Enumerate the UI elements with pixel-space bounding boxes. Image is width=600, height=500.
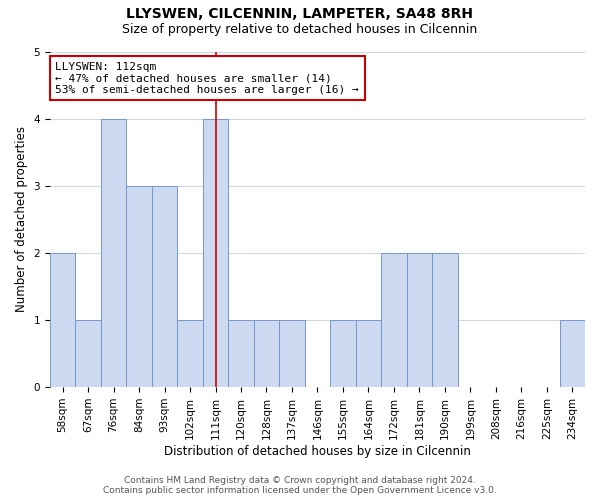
Bar — [127, 186, 152, 387]
Bar — [50, 253, 76, 387]
Y-axis label: Number of detached properties: Number of detached properties — [15, 126, 28, 312]
Bar — [330, 320, 356, 387]
Bar — [560, 320, 585, 387]
Bar — [76, 320, 101, 387]
Bar — [101, 118, 127, 387]
Text: Size of property relative to detached houses in Cilcennin: Size of property relative to detached ho… — [122, 22, 478, 36]
Bar — [432, 253, 458, 387]
Bar — [407, 253, 432, 387]
Bar — [381, 253, 407, 387]
Text: LLYSWEN, CILCENNIN, LAMPETER, SA48 8RH: LLYSWEN, CILCENNIN, LAMPETER, SA48 8RH — [127, 8, 473, 22]
Bar — [254, 320, 279, 387]
Bar — [228, 320, 254, 387]
Bar — [356, 320, 381, 387]
Bar — [203, 118, 228, 387]
Bar — [279, 320, 305, 387]
Bar — [178, 320, 203, 387]
Text: Contains HM Land Registry data © Crown copyright and database right 2024.
Contai: Contains HM Land Registry data © Crown c… — [103, 476, 497, 495]
Bar — [152, 186, 178, 387]
Text: LLYSWEN: 112sqm
← 47% of detached houses are smaller (14)
53% of semi-detached h: LLYSWEN: 112sqm ← 47% of detached houses… — [55, 62, 359, 95]
X-axis label: Distribution of detached houses by size in Cilcennin: Distribution of detached houses by size … — [164, 444, 471, 458]
